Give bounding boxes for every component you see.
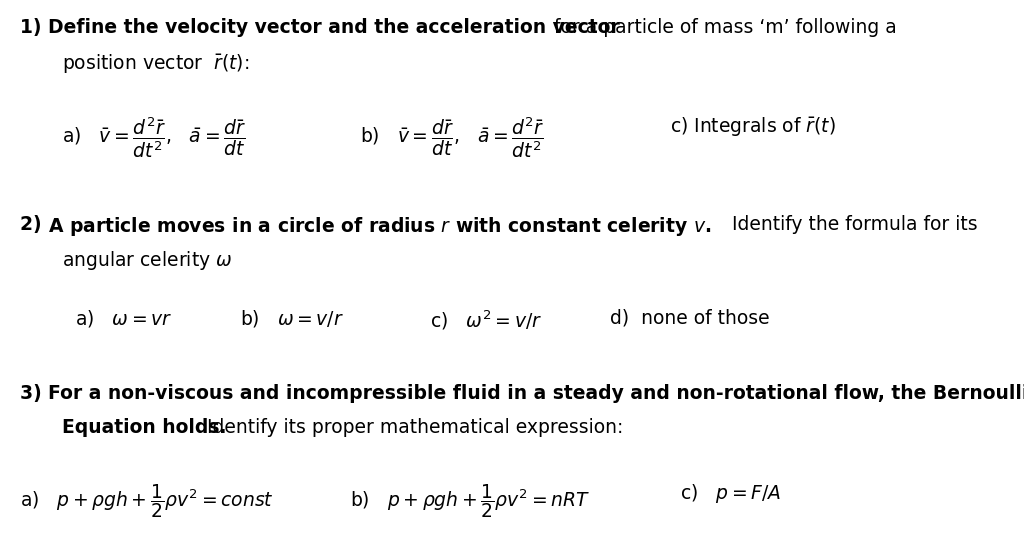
Text: 2): 2)	[20, 215, 54, 234]
Text: A particle moves in a circle of radius $r$ with constant celerity $v$.: A particle moves in a circle of radius $…	[48, 215, 712, 238]
Text: a)   $\omega = vr$: a) $\omega = vr$	[75, 308, 172, 329]
Text: a)   $\bar{v} = \dfrac{d^2\bar{r}}{dt^2}$,   $\bar{a} = \dfrac{d\bar{r}}{dt}$: a) $\bar{v} = \dfrac{d^2\bar{r}}{dt^2}$,…	[62, 115, 246, 160]
Text: b)   $p + \rho gh + \dfrac{1}{2}\rho v^2 = nRT$: b) $p + \rho gh + \dfrac{1}{2}\rho v^2 =…	[350, 482, 591, 520]
Text: 3): 3)	[20, 384, 54, 403]
Text: c)   $\omega^2 = v/r$: c) $\omega^2 = v/r$	[430, 308, 542, 332]
Text: c) Integrals of $\bar{r}(t)$: c) Integrals of $\bar{r}(t)$	[670, 115, 836, 138]
Text: Identify the formula for its: Identify the formula for its	[720, 215, 978, 234]
Text: position vector  $\bar{r}(t)$:: position vector $\bar{r}(t)$:	[62, 52, 250, 75]
Text: For a non-viscous and incompressible fluid in a steady and non-rotational flow, : For a non-viscous and incompressible flu…	[48, 384, 1024, 403]
Text: b)   $\bar{v} = \dfrac{d\bar{r}}{dt}$,   $\bar{a} = \dfrac{d^2\bar{r}}{dt^2}$: b) $\bar{v} = \dfrac{d\bar{r}}{dt}$, $\b…	[360, 115, 545, 160]
Text: c)   $p = F/A$: c) $p = F/A$	[680, 482, 781, 505]
Text: d)  none of those: d) none of those	[610, 308, 770, 327]
Text: 1): 1)	[20, 18, 54, 37]
Text: Identify its proper mathematical expression:: Identify its proper mathematical express…	[195, 418, 624, 437]
Text: for a particle of mass ‘m’ following a: for a particle of mass ‘m’ following a	[548, 18, 897, 37]
Text: angular celerity $\omega$: angular celerity $\omega$	[62, 249, 232, 272]
Text: Define the velocity vector and the acceleration vector: Define the velocity vector and the accel…	[48, 18, 620, 37]
Text: a)   $p + \rho gh + \dfrac{1}{2}\rho v^2 = const$: a) $p + \rho gh + \dfrac{1}{2}\rho v^2 =…	[20, 482, 273, 520]
Text: Equation holds.: Equation holds.	[62, 418, 226, 437]
Text: b)   $\omega = v/r$: b) $\omega = v/r$	[240, 308, 344, 329]
